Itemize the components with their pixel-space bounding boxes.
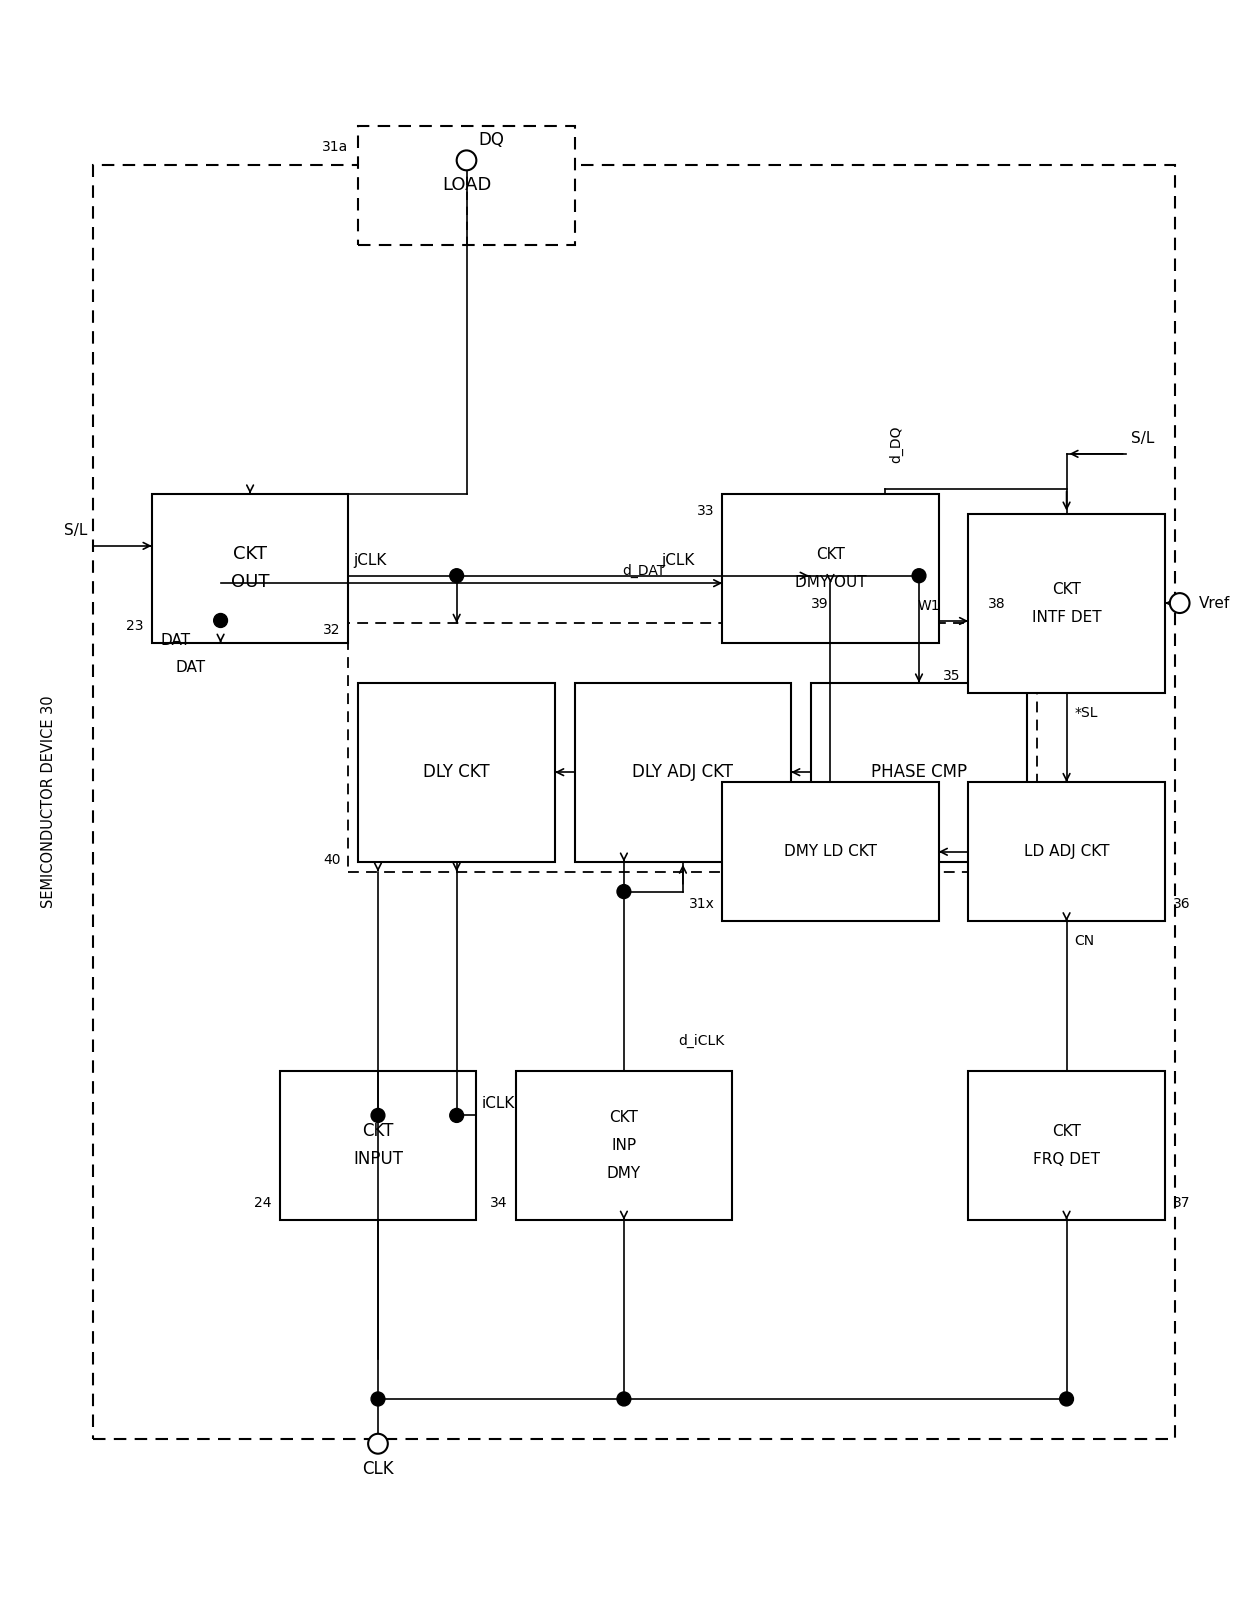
Text: 36: 36 bbox=[1173, 897, 1190, 912]
Text: INPUT: INPUT bbox=[353, 1150, 403, 1168]
Text: 40: 40 bbox=[324, 853, 341, 866]
Text: iCLK: iCLK bbox=[481, 1096, 515, 1111]
Bar bbox=[358, 125, 574, 245]
Text: CLK: CLK bbox=[362, 1460, 394, 1478]
Text: CKT: CKT bbox=[610, 1109, 639, 1126]
Circle shape bbox=[371, 1108, 384, 1122]
Text: 33: 33 bbox=[697, 503, 714, 517]
Text: DLY CKT: DLY CKT bbox=[423, 764, 490, 782]
Bar bbox=[516, 1071, 732, 1220]
Text: S/L: S/L bbox=[1131, 431, 1154, 446]
Text: 32: 32 bbox=[324, 623, 341, 637]
Text: jCLK: jCLK bbox=[661, 553, 694, 568]
Bar bbox=[811, 683, 1027, 861]
Text: DMY OUT: DMY OUT bbox=[795, 574, 867, 590]
Text: LOAD: LOAD bbox=[441, 177, 491, 195]
Bar bbox=[574, 683, 791, 861]
Text: DQ: DQ bbox=[479, 131, 505, 149]
Circle shape bbox=[371, 1392, 384, 1406]
Text: d_DQ: d_DQ bbox=[889, 425, 904, 462]
Text: SEMICONDUCTOR DEVICE 30: SEMICONDUCTOR DEVICE 30 bbox=[41, 696, 56, 908]
Circle shape bbox=[618, 1392, 631, 1406]
Text: *SL: *SL bbox=[1074, 706, 1097, 720]
Bar bbox=[722, 493, 939, 642]
Text: CKT: CKT bbox=[233, 545, 267, 563]
Text: DAT: DAT bbox=[176, 660, 206, 675]
Text: INP: INP bbox=[611, 1137, 636, 1153]
Text: 31x: 31x bbox=[688, 897, 714, 912]
Bar bbox=[358, 683, 556, 861]
Text: CN: CN bbox=[1074, 934, 1095, 949]
Text: 35: 35 bbox=[942, 668, 960, 683]
Bar bbox=[968, 514, 1164, 693]
Text: 38: 38 bbox=[988, 597, 1006, 611]
Text: CKT: CKT bbox=[1052, 1124, 1081, 1139]
Circle shape bbox=[456, 151, 476, 170]
Text: DMY: DMY bbox=[606, 1166, 641, 1181]
Text: CKT: CKT bbox=[816, 547, 844, 561]
Text: d_DAT: d_DAT bbox=[622, 564, 665, 579]
Text: LD ADJ CKT: LD ADJ CKT bbox=[1024, 845, 1110, 860]
Text: OUT: OUT bbox=[231, 573, 269, 590]
Circle shape bbox=[213, 613, 227, 628]
Text: CKT: CKT bbox=[1052, 582, 1081, 597]
Text: FRQ DET: FRQ DET bbox=[1033, 1152, 1100, 1166]
Text: Vref: Vref bbox=[1199, 595, 1230, 610]
Bar bbox=[348, 623, 1037, 871]
Text: 39: 39 bbox=[811, 597, 828, 611]
Circle shape bbox=[450, 1108, 464, 1122]
Text: jCLK: jCLK bbox=[353, 553, 387, 568]
Text: 37: 37 bbox=[1173, 1195, 1190, 1210]
Bar bbox=[279, 1071, 476, 1220]
Text: 31a: 31a bbox=[322, 141, 348, 154]
Text: 23: 23 bbox=[126, 620, 144, 633]
Text: INTF DET: INTF DET bbox=[1032, 610, 1101, 624]
Text: 24: 24 bbox=[254, 1195, 272, 1210]
Circle shape bbox=[913, 569, 926, 582]
Text: DMY LD CKT: DMY LD CKT bbox=[784, 845, 877, 860]
Text: DAT: DAT bbox=[161, 633, 191, 647]
Bar bbox=[968, 1071, 1164, 1220]
Circle shape bbox=[618, 884, 631, 899]
Circle shape bbox=[1060, 1392, 1074, 1406]
Text: PHASE CMP: PHASE CMP bbox=[870, 764, 967, 782]
Bar bbox=[93, 165, 1174, 1439]
Circle shape bbox=[1169, 594, 1189, 613]
Text: 34: 34 bbox=[490, 1195, 508, 1210]
Text: W1: W1 bbox=[918, 599, 940, 613]
Bar bbox=[968, 782, 1164, 921]
Text: d_iCLK: d_iCLK bbox=[678, 1033, 724, 1048]
Text: S/L: S/L bbox=[64, 524, 88, 539]
Text: DLY ADJ CKT: DLY ADJ CKT bbox=[632, 764, 733, 782]
Bar bbox=[151, 493, 348, 642]
Text: CKT: CKT bbox=[362, 1122, 393, 1140]
Circle shape bbox=[450, 569, 464, 582]
Circle shape bbox=[368, 1434, 388, 1453]
Bar bbox=[722, 782, 939, 921]
